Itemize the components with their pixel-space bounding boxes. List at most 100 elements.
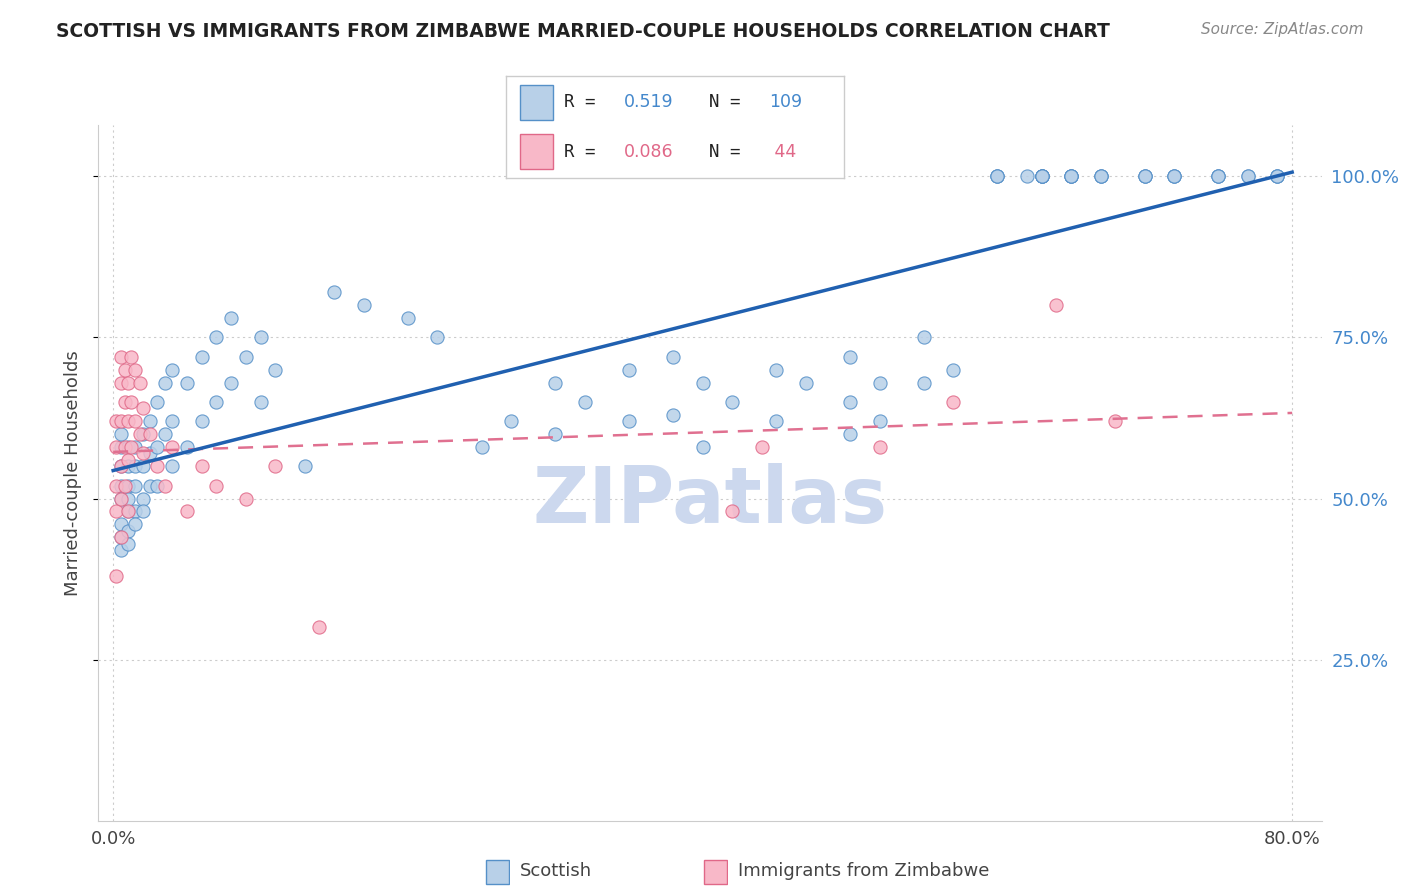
- Point: [1031, 169, 1053, 184]
- Point: [721, 504, 744, 518]
- Point: [124, 504, 146, 518]
- Point: [131, 427, 153, 442]
- Point: [124, 478, 146, 492]
- Point: [105, 478, 128, 492]
- Point: [249, 395, 271, 409]
- Point: [146, 459, 169, 474]
- Point: [110, 517, 132, 532]
- Y-axis label: Married-couple Households: Married-couple Households: [65, 350, 83, 596]
- Point: [110, 440, 132, 454]
- Point: [205, 330, 228, 344]
- Point: [110, 459, 132, 474]
- Point: [110, 530, 132, 544]
- Point: [124, 517, 146, 532]
- Point: [114, 440, 136, 454]
- Point: [617, 362, 640, 376]
- Point: [117, 459, 139, 474]
- Text: N =: N =: [709, 94, 751, 112]
- Point: [160, 459, 183, 474]
- Point: [942, 395, 965, 409]
- Text: Scottish: Scottish: [520, 863, 592, 880]
- Point: [1133, 169, 1156, 184]
- Point: [1031, 169, 1053, 184]
- Point: [912, 376, 935, 390]
- Point: [765, 362, 787, 376]
- Point: [1163, 169, 1185, 184]
- Point: [574, 395, 596, 409]
- Point: [110, 478, 132, 492]
- Point: [120, 395, 142, 409]
- Point: [176, 440, 198, 454]
- Point: [1267, 169, 1289, 184]
- Point: [124, 459, 146, 474]
- Point: [131, 491, 153, 506]
- Point: [294, 459, 316, 474]
- Point: [721, 395, 744, 409]
- Point: [235, 491, 257, 506]
- Point: [117, 504, 139, 518]
- Point: [839, 395, 862, 409]
- Point: [105, 504, 128, 518]
- Point: [235, 350, 257, 364]
- Point: [544, 427, 567, 442]
- Point: [120, 350, 142, 364]
- Point: [1060, 169, 1083, 184]
- Point: [1133, 169, 1156, 184]
- Point: [117, 491, 139, 506]
- Point: [146, 478, 169, 492]
- Point: [986, 169, 1008, 184]
- Point: [839, 427, 862, 442]
- Point: [146, 440, 169, 454]
- Point: [662, 408, 685, 422]
- Point: [249, 330, 271, 344]
- Point: [160, 440, 183, 454]
- Point: [1163, 169, 1185, 184]
- Point: [153, 427, 176, 442]
- Text: 109: 109: [769, 94, 803, 112]
- FancyBboxPatch shape: [704, 860, 727, 885]
- Point: [765, 414, 787, 428]
- Point: [176, 504, 198, 518]
- Point: [869, 376, 891, 390]
- Point: [124, 414, 146, 428]
- Point: [869, 440, 891, 454]
- Point: [124, 362, 146, 376]
- Point: [839, 350, 862, 364]
- Point: [1208, 169, 1230, 184]
- Point: [308, 620, 330, 634]
- Point: [105, 569, 128, 583]
- FancyBboxPatch shape: [520, 85, 554, 120]
- Text: R =: R =: [564, 94, 606, 112]
- Point: [139, 414, 162, 428]
- Point: [117, 536, 139, 550]
- Point: [105, 440, 128, 454]
- FancyBboxPatch shape: [520, 135, 554, 169]
- Text: Immigrants from Zimbabwe: Immigrants from Zimbabwe: [738, 863, 990, 880]
- Text: N =: N =: [709, 143, 751, 161]
- Point: [662, 350, 685, 364]
- Point: [128, 427, 150, 442]
- Text: ZIPatlas: ZIPatlas: [533, 463, 887, 539]
- Point: [794, 376, 817, 390]
- Point: [117, 478, 139, 492]
- Point: [396, 311, 419, 326]
- Point: [110, 427, 132, 442]
- Point: [160, 414, 183, 428]
- Point: [1104, 414, 1126, 428]
- Point: [105, 414, 128, 428]
- Point: [110, 530, 132, 544]
- Point: [114, 395, 136, 409]
- Text: 0.519: 0.519: [624, 94, 673, 112]
- Point: [117, 414, 139, 428]
- Point: [1090, 169, 1112, 184]
- Point: [160, 362, 183, 376]
- Point: [205, 478, 228, 492]
- Point: [110, 350, 132, 364]
- Point: [110, 414, 132, 428]
- Point: [117, 504, 139, 518]
- Point: [1208, 169, 1230, 184]
- Point: [264, 362, 287, 376]
- Point: [751, 440, 773, 454]
- Point: [205, 395, 228, 409]
- Point: [1060, 169, 1083, 184]
